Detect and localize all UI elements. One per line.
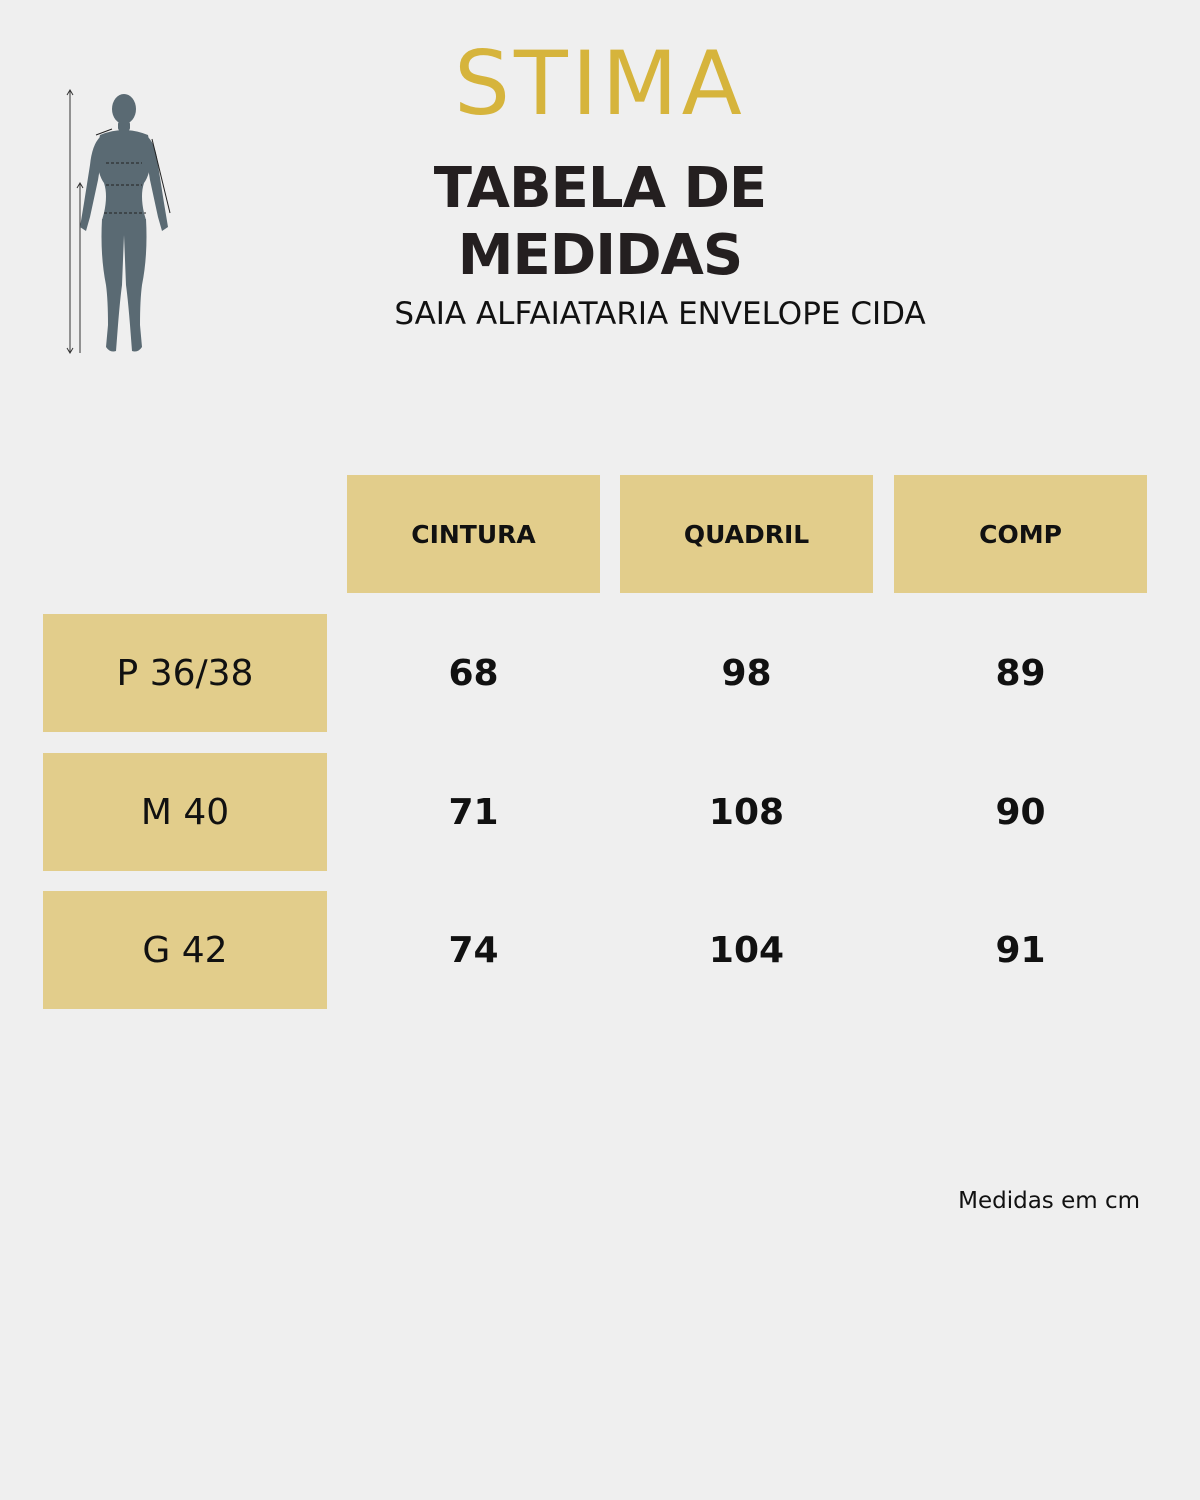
product-name: SAIA ALFAIATARIA ENVELOPE CIDA	[394, 296, 926, 332]
table-cell: 89	[995, 652, 1046, 694]
table-cell: 74	[448, 929, 499, 971]
table-cell: 108	[708, 791, 785, 833]
size-label-m: M 40	[43, 753, 327, 871]
table-cell: 104	[708, 929, 785, 971]
units-footnote: Medidas em cm	[958, 1188, 1140, 1214]
page-title: TABELA DE MEDIDAS	[433, 156, 767, 289]
table-cell: 68	[448, 652, 499, 694]
column-header-comp: COMP	[894, 475, 1147, 593]
size-label-g: G 42	[43, 891, 327, 1009]
column-header-cintura: CINTURA	[347, 475, 600, 593]
table-cell: 91	[995, 929, 1046, 971]
table-cell: 90	[995, 791, 1046, 833]
size-label-p: P 36/38	[43, 614, 327, 732]
body-measurement-figure-icon	[66, 89, 171, 354]
table-cell: 71	[448, 791, 499, 833]
table-cell: 98	[721, 652, 772, 694]
brand-logo: STIMA	[454, 32, 746, 135]
column-header-quadril: QUADRIL	[620, 475, 873, 593]
